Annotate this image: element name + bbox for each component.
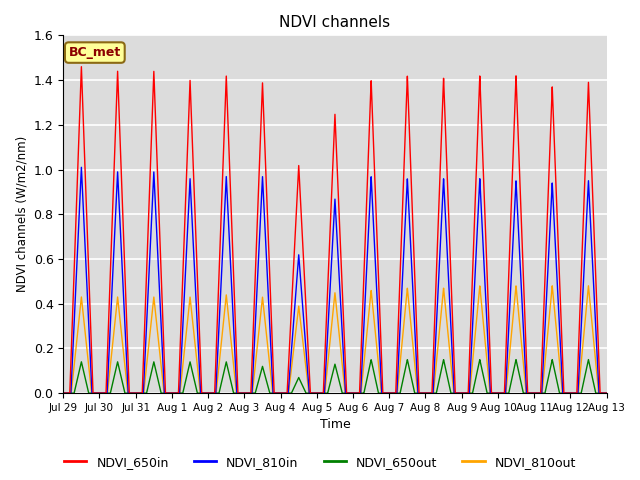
NDVI_650in — [400, 176, 408, 181]
NDVI_810out — [603, 390, 611, 396]
X-axis label: Time: Time — [319, 419, 350, 432]
NDVI_810out — [90, 390, 98, 396]
NDVI_810in — [488, 390, 496, 396]
NDVI_810out — [392, 390, 399, 396]
Line: NDVI_810in: NDVI_810in — [63, 168, 607, 393]
NDVI_650out — [60, 390, 67, 396]
NDVI_650out — [584, 357, 592, 362]
Y-axis label: NDVI channels (W/m2/nm): NDVI channels (W/m2/nm) — [15, 136, 28, 292]
Text: BC_met: BC_met — [68, 46, 121, 59]
NDVI_810in — [594, 362, 602, 368]
Line: NDVI_810out: NDVI_810out — [63, 286, 607, 393]
NDVI_810in — [60, 390, 67, 396]
Line: NDVI_650in: NDVI_650in — [63, 67, 607, 393]
NDVI_810in — [205, 390, 212, 396]
NDVI_650in — [77, 64, 85, 70]
NDVI_650out — [392, 390, 399, 396]
NDVI_650in — [392, 390, 399, 396]
Title: NDVI channels: NDVI channels — [279, 15, 390, 30]
Line: NDVI_650out: NDVI_650out — [63, 360, 607, 393]
NDVI_810in — [400, 252, 408, 258]
NDVI_810out — [400, 325, 408, 331]
NDVI_810out — [584, 283, 592, 288]
NDVI_650out — [400, 374, 408, 380]
NDVI_810in — [392, 390, 399, 396]
NDVI_810out — [205, 390, 212, 396]
NDVI_650in — [60, 390, 67, 396]
NDVI_650in — [205, 390, 212, 396]
NDVI_650out — [594, 390, 602, 396]
NDVI_810in — [91, 390, 99, 396]
NDVI_650in — [91, 390, 99, 396]
NDVI_650out — [603, 390, 611, 396]
NDVI_650out — [90, 390, 98, 396]
NDVI_810out — [60, 390, 67, 396]
NDVI_650in — [594, 324, 602, 330]
NDVI_810in — [603, 390, 611, 396]
NDVI_650in — [603, 390, 611, 396]
NDVI_810out — [488, 390, 496, 396]
NDVI_650out — [205, 390, 212, 396]
NDVI_810in — [77, 165, 85, 170]
NDVI_810out — [594, 379, 602, 385]
NDVI_650out — [488, 390, 496, 396]
Legend: NDVI_650in, NDVI_810in, NDVI_650out, NDVI_810out: NDVI_650in, NDVI_810in, NDVI_650out, NDV… — [59, 451, 581, 474]
NDVI_650in — [488, 390, 496, 396]
